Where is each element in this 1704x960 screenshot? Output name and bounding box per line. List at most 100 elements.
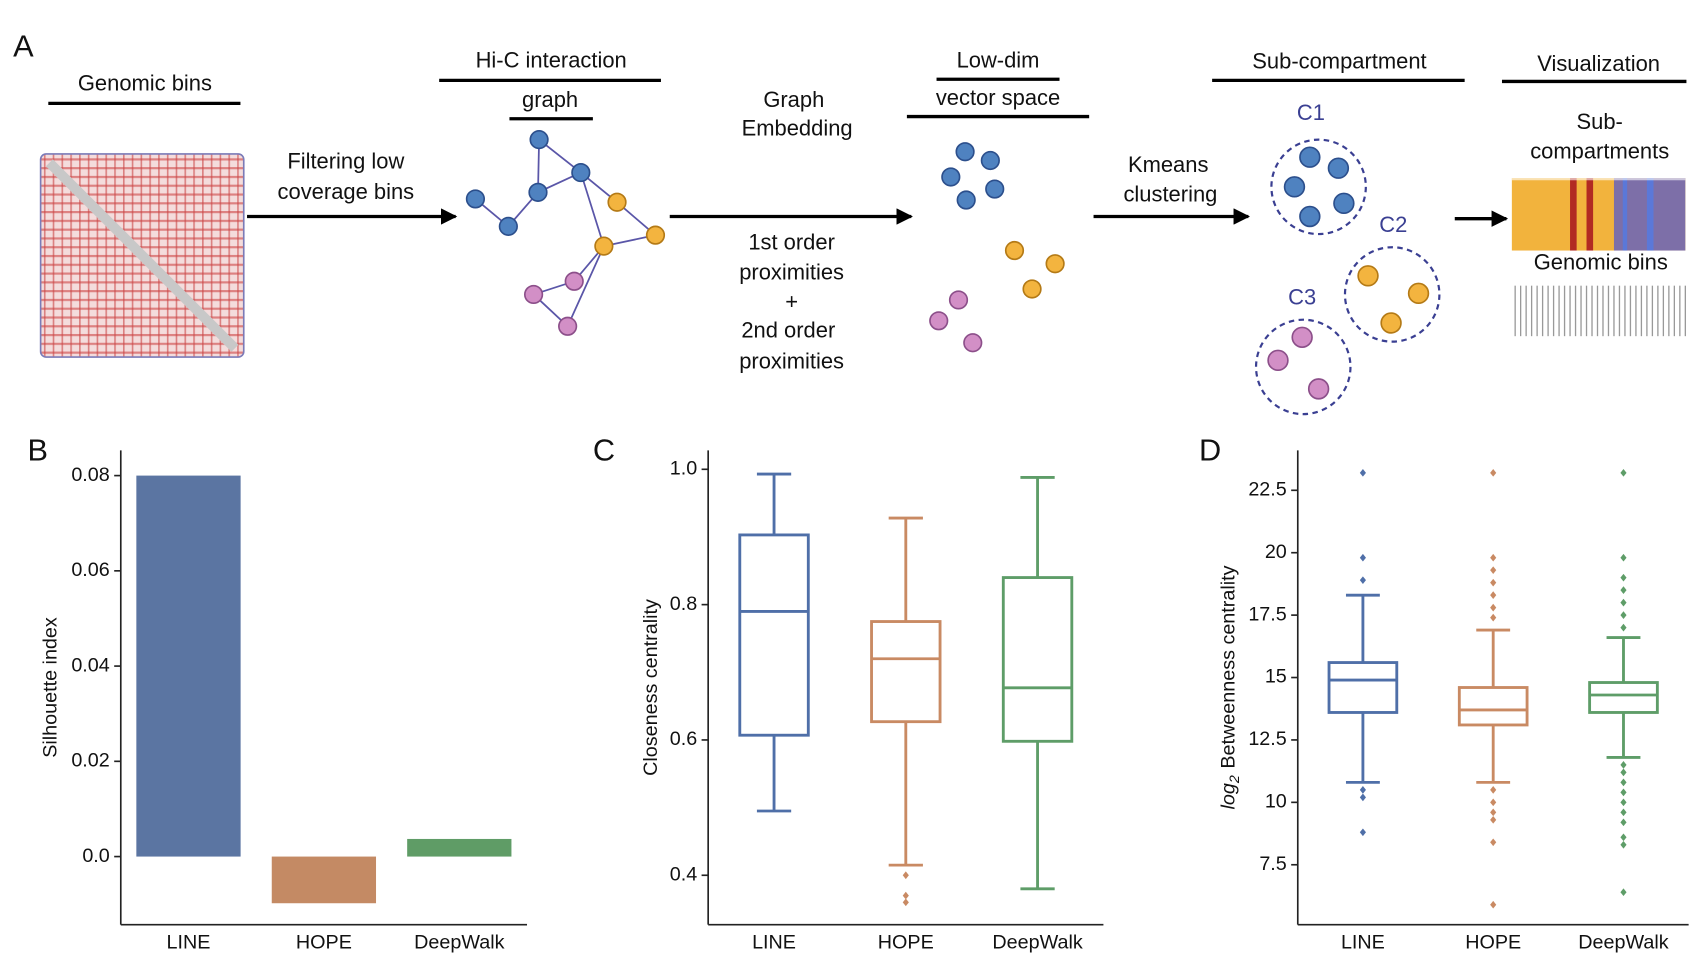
y-tick-label: 22.5 xyxy=(1248,479,1286,501)
y-tick-label: 0.4 xyxy=(670,863,697,885)
graph-diagram xyxy=(465,130,666,336)
step-label: Genomic bins xyxy=(1534,250,1668,275)
step-label: coverage bins xyxy=(278,179,415,204)
outlier xyxy=(1490,553,1497,562)
outlier xyxy=(1359,468,1366,477)
y-axis-label: Closeness centrality xyxy=(640,599,662,776)
y-tick-label: 0.6 xyxy=(670,728,697,750)
panel-label: D xyxy=(1199,433,1221,468)
y-tick-label: 0.08 xyxy=(71,464,109,486)
outlier xyxy=(1490,613,1497,622)
outlier xyxy=(1359,793,1366,802)
step-label: Kmeans xyxy=(1128,152,1209,177)
y-label-log: log xyxy=(1218,783,1240,809)
y-tick-label: 20 xyxy=(1265,541,1287,563)
step-title: Hi-C interaction xyxy=(476,47,627,72)
step-title: Genomic bins xyxy=(78,71,212,96)
box xyxy=(1327,661,1399,714)
panel-label: C xyxy=(593,433,615,468)
y-tick-label: 12.5 xyxy=(1248,728,1286,750)
outlier xyxy=(1359,576,1366,585)
subcompartment-track xyxy=(1511,164,1686,251)
y-tick-label: 0.0 xyxy=(82,845,109,867)
step-label: clustering xyxy=(1123,181,1217,206)
heatmap xyxy=(39,153,245,358)
step-label: Graph xyxy=(763,87,824,112)
box xyxy=(1001,576,1074,743)
clusters xyxy=(1254,138,1441,416)
embedding-dots xyxy=(929,142,1065,353)
y-tick-label: 0.04 xyxy=(71,654,109,676)
outlier xyxy=(1359,828,1366,837)
y-label-sub: 2 xyxy=(1227,775,1243,784)
y-tick-label: 0.06 xyxy=(71,559,109,581)
x-tick-label: LINE xyxy=(752,932,796,954)
x-tick-label: HOPE xyxy=(296,932,352,954)
outlier xyxy=(1620,553,1627,562)
outlier xyxy=(1490,786,1497,794)
step-label: Sub- xyxy=(1577,109,1623,134)
outlier xyxy=(1620,768,1627,777)
step-title: Visualization xyxy=(1537,51,1660,76)
step-label: + xyxy=(785,289,798,314)
outlier xyxy=(1620,598,1627,607)
box xyxy=(1457,686,1529,727)
outlier xyxy=(902,871,909,880)
y-tick-label: 0.8 xyxy=(670,593,697,615)
outlier xyxy=(1620,468,1627,477)
outlier xyxy=(1620,761,1627,769)
box xyxy=(738,533,810,737)
cluster-label: C2 xyxy=(1379,212,1407,237)
chart-panel: D 7.5 10 12.5 15 17.5 20 22.5 log2 Betweenness ce… xyxy=(1199,433,1689,954)
chart-panel: B 0.0 0.02 0.04 0.06 0.08 Silhouette index LINE… xyxy=(27,433,528,954)
y-label-text: Betweenness centrality xyxy=(1218,565,1240,768)
x-tick-label: DeepWalk xyxy=(992,932,1082,954)
y-label-text: Closeness centrality xyxy=(640,599,662,776)
panel-a: A Genomic bins Filtering low coverage bi… xyxy=(13,29,1687,416)
step-label: compartments xyxy=(1530,139,1669,164)
bar xyxy=(271,856,377,904)
y-tick-label: 7.5 xyxy=(1259,853,1286,875)
outlier xyxy=(1620,888,1627,897)
cluster-label: C3 xyxy=(1288,285,1316,310)
outlier xyxy=(1490,468,1497,477)
step-title: Sub-compartment xyxy=(1252,49,1426,74)
outlier xyxy=(1490,815,1497,824)
outlier xyxy=(1620,833,1627,842)
outlier xyxy=(1620,798,1627,807)
outlier xyxy=(902,891,909,900)
outlier xyxy=(902,898,909,907)
outlier xyxy=(1620,778,1627,787)
y-axis-label: log2 Betweenness centrality xyxy=(1218,565,1243,809)
outlier xyxy=(1490,808,1497,817)
x-tick-label: HOPE xyxy=(1465,932,1521,954)
x-tick-label: HOPE xyxy=(878,932,934,954)
outlier xyxy=(1620,788,1627,797)
outlier xyxy=(1359,786,1366,794)
outlier xyxy=(1620,623,1627,632)
panel-label: A xyxy=(13,29,34,64)
panel-label: B xyxy=(27,433,48,468)
bar xyxy=(407,838,512,857)
x-tick-label: LINE xyxy=(167,932,211,954)
outlier xyxy=(1490,798,1497,807)
step-title: vector space xyxy=(936,85,1060,110)
cluster-label: C1 xyxy=(1297,100,1325,125)
y-axis-label: Silhouette index xyxy=(40,617,62,758)
outlier xyxy=(1620,611,1627,619)
box xyxy=(1588,681,1659,714)
y-tick-label: 10 xyxy=(1265,791,1287,813)
outlier xyxy=(1620,818,1627,827)
y-label-text: Silhouette index xyxy=(40,617,62,758)
step-title: Low-dim xyxy=(957,47,1040,72)
outlier xyxy=(1490,578,1497,587)
x-tick-label: LINE xyxy=(1341,932,1385,954)
outlier xyxy=(1359,553,1366,562)
step-label: 1st order xyxy=(748,230,835,255)
outlier xyxy=(1620,840,1627,849)
y-tick-label: 1.0 xyxy=(670,458,697,480)
step-label: proximities xyxy=(739,348,844,373)
outlier xyxy=(1620,586,1627,594)
outlier xyxy=(1620,573,1627,582)
